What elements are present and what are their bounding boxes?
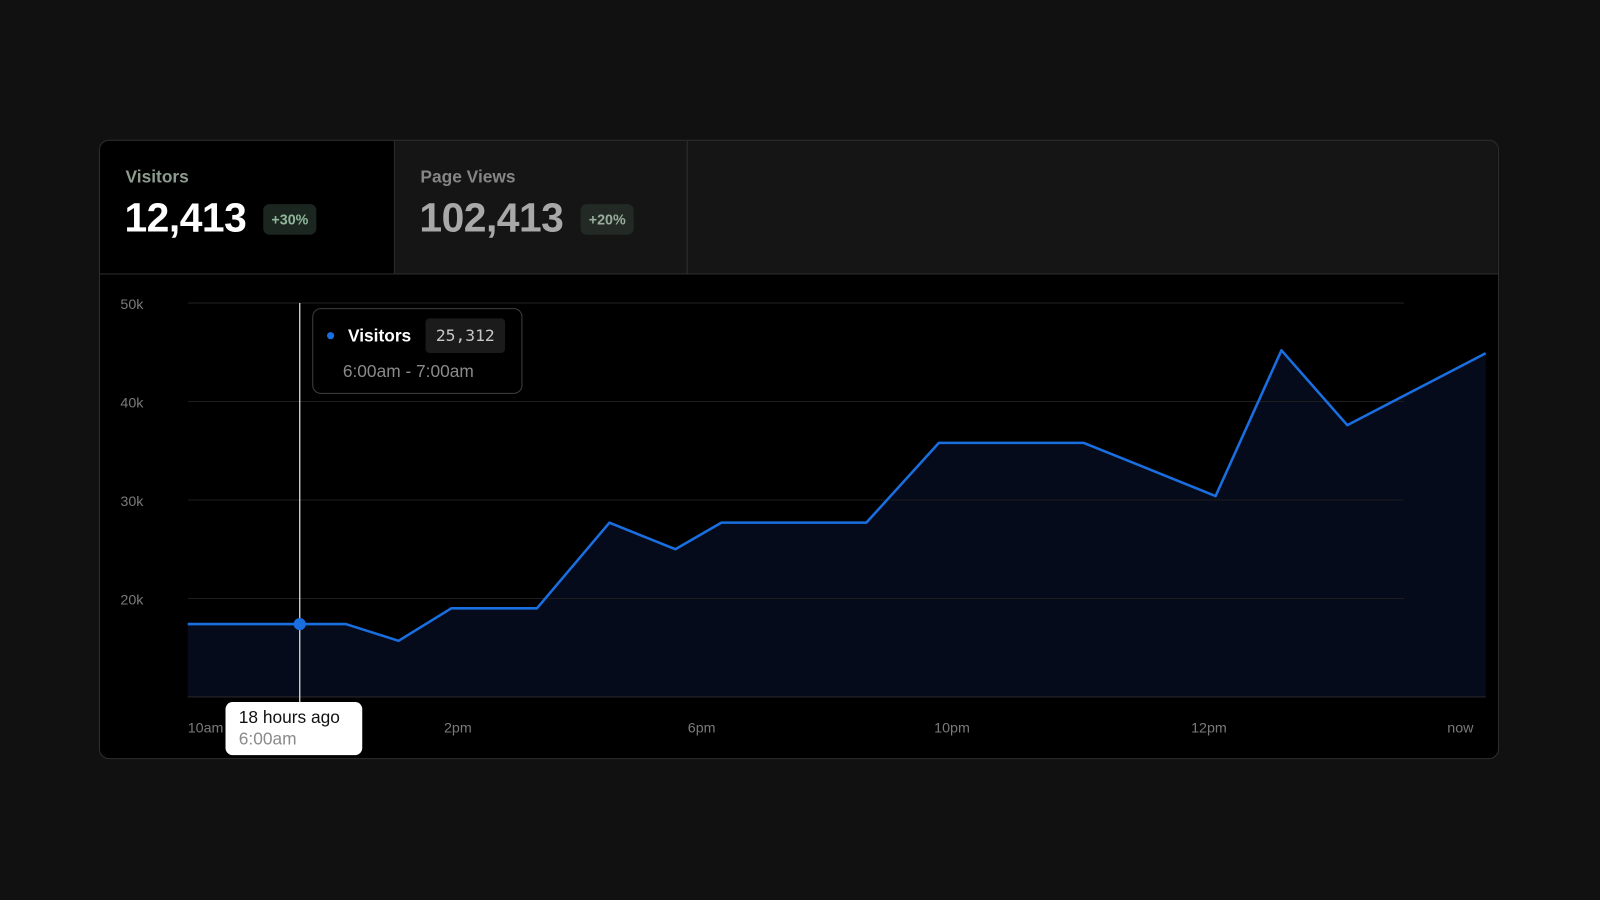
pageviews-tab[interactable]: Page Views 102,413 +20%	[395, 140, 688, 274]
y-tick-label: 30k	[120, 494, 144, 510]
x-tick-label: 6pm	[688, 720, 716, 736]
tooltip-series: Visitors	[348, 325, 411, 345]
x-tick-label: 12pm	[1191, 720, 1227, 736]
metric-value: 102,413	[419, 195, 564, 241]
tooltip-range: 6:00am - 7:00am	[343, 361, 474, 381]
metric-value: 12,413	[124, 195, 247, 241]
metric-change: +20%	[580, 204, 634, 235]
hover-label-box	[225, 702, 363, 756]
y-tick-label: 50k	[120, 297, 144, 313]
tooltip: Visitors 25,312 6:00am - 7:00am	[312, 308, 523, 394]
metric-change: +30%	[263, 204, 317, 235]
x-tick-label: now	[1447, 720, 1474, 736]
visitors-tab[interactable]: Visitors 12,413 +30%	[99, 140, 395, 274]
hover-label-title: 18 hours ago	[239, 707, 340, 727]
metric-label: Visitors	[125, 167, 189, 187]
series-line	[187, 349, 1487, 643]
y-tick-label: 20k	[120, 592, 144, 608]
x-tick-label: 10am	[188, 720, 224, 736]
metrics-header: Visitors 12,413 +30% Page Views 102,413 …	[99, 140, 1498, 275]
x-tick-label: 10pm	[934, 720, 970, 736]
tooltip-value-box	[425, 318, 506, 354]
y-tick-label: 40k	[120, 395, 144, 411]
legend-dot	[327, 332, 335, 340]
hover-point	[293, 617, 306, 631]
x-tick-label: 2pm	[444, 720, 472, 736]
metric-label: Page Views	[420, 167, 516, 187]
tooltip-value: 25,312	[436, 326, 495, 345]
hover-label-time: 6:00am	[239, 728, 297, 748]
